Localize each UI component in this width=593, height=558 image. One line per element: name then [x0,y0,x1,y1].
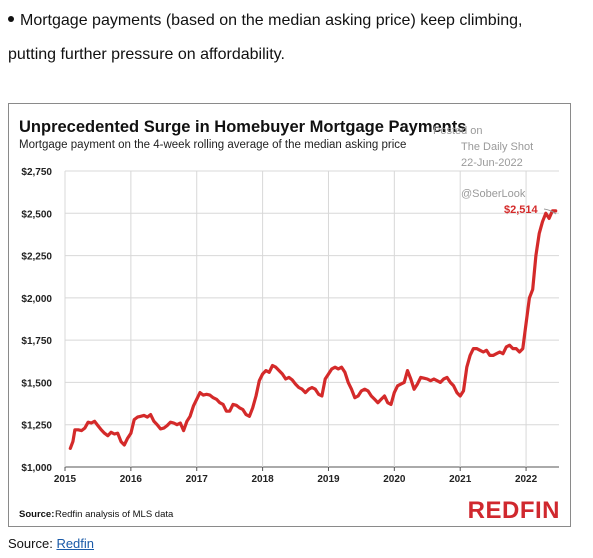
intro-line-1-text: Mortgage payments (based on the median a… [20,12,523,29]
y-tick-label: $1,000 [21,463,52,474]
x-tick-label: 2021 [449,474,472,485]
series-layer [68,209,558,450]
bullet-icon [8,15,14,22]
source-text: Redfin analysis of MLS data [55,509,174,520]
watermark-outlet: The Daily Shot [461,141,533,153]
y-tick-label: $2,750 [21,167,52,178]
x-tick-label: 2022 [515,474,538,485]
chart-canvas: Unprecedented Surge in Homebuyer Mortgag… [19,118,560,524]
x-tick-label: 2019 [317,474,340,485]
y-tick-label: $1,500 [21,378,52,389]
end-value-label: $2,514 [504,204,539,216]
chart-card: Unprecedented Surge in Homebuyer Mortgag… [8,103,571,527]
axis-layer: $1,000 $1,250 $1,500 $1,750 $2,000 $2,250 $2,5… [21,167,537,485]
y-tick-label: $2,500 [21,209,52,220]
watermark-date: 22-Jun-2022 [461,157,523,169]
y-tick-label: $1,750 [21,336,52,347]
intro-line-2: putting further pressure on affordabilit… [8,46,285,63]
y-tick-label: $2,250 [21,252,52,263]
x-tick-label: 2018 [251,474,274,485]
chart-title: Unprecedented Surge in Homebuyer Mortgag… [19,118,466,136]
source-caption-label: Source: [8,536,53,551]
watermark-posted-on: Posted on [433,125,483,137]
grid-layer [64,170,559,468]
y-tick-label: $2,000 [21,294,52,305]
y-tick-label: $1,250 [21,421,52,432]
x-tick-label: 2015 [54,474,77,485]
x-tick-label: 2017 [186,474,209,485]
intro-line-1: Mortgage payments (based on the median a… [8,12,523,30]
source-label: Source: [19,509,54,520]
brand-logo: REDFIN [468,497,560,524]
source-link[interactable]: Redfin [56,536,95,551]
end-value-leader [543,208,557,215]
x-tick-label: 2016 [120,474,143,485]
chart-subtitle: Mortgage payment on the 4-week rolling a… [19,139,406,151]
watermark-handle: @SoberLook [461,188,526,200]
x-tick-label: 2020 [383,474,406,485]
source-caption: Source: Redfin [8,536,94,551]
series-line [68,209,558,450]
